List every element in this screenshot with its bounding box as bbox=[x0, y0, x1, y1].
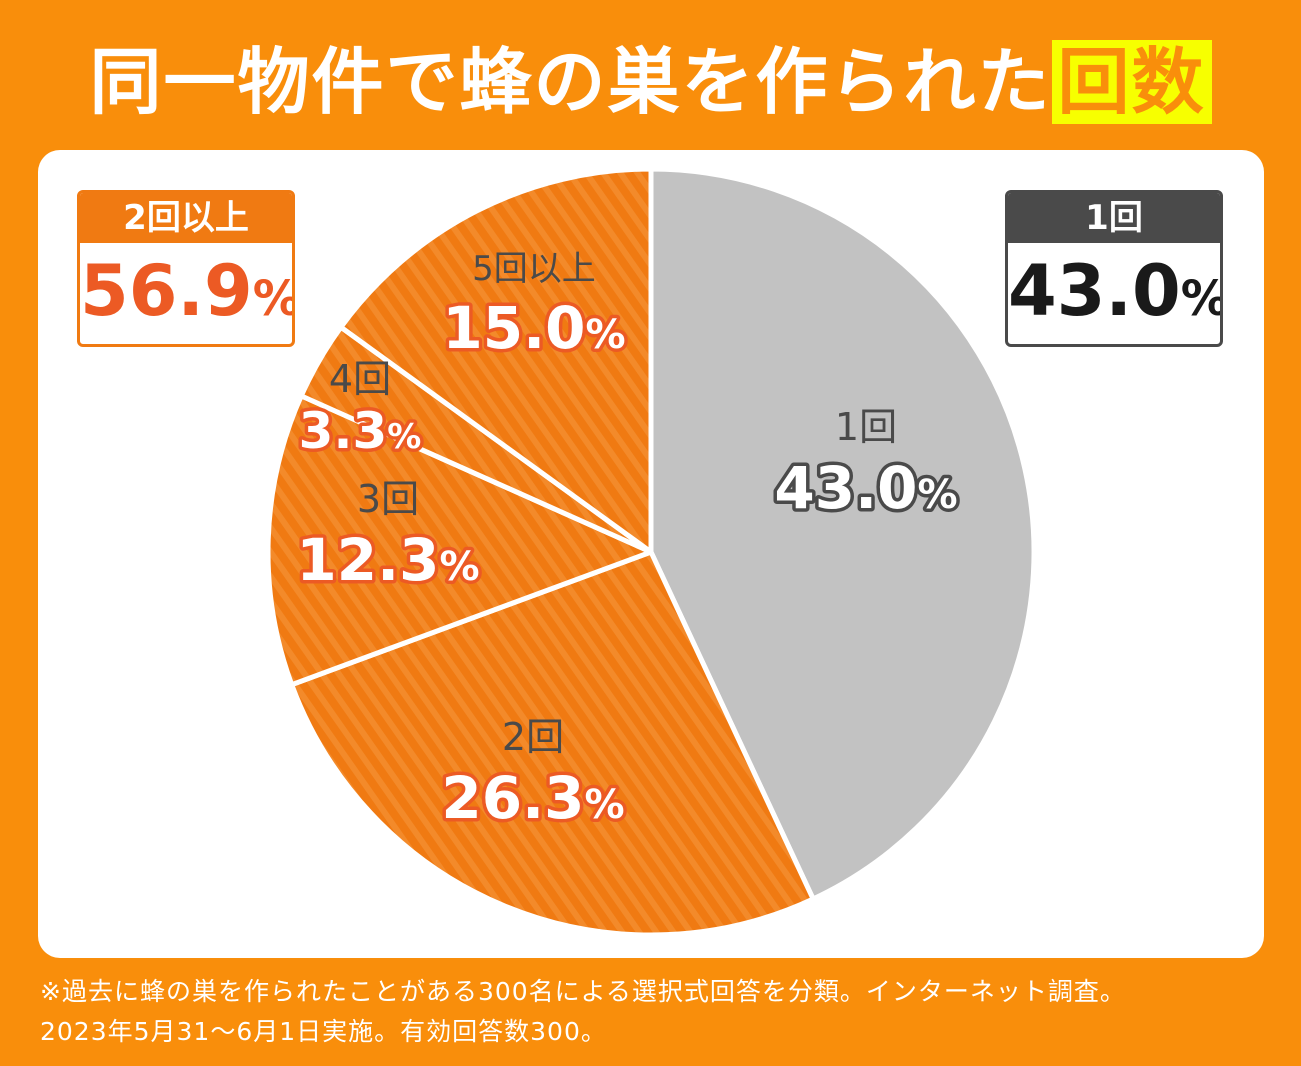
slice-label-1: 1回 bbox=[835, 405, 897, 449]
slice-label-4: 4回 bbox=[329, 357, 391, 401]
slice-value-2: 26.3% bbox=[441, 764, 624, 832]
summary-two-or-more-value: 56.9% bbox=[80, 243, 292, 344]
slice-value-3: 12.3% bbox=[296, 526, 479, 594]
pie-slice-5 bbox=[338, 166, 654, 555]
slice-value-5: 15.0% bbox=[442, 294, 625, 362]
summary-once-number: 43.0 bbox=[1008, 250, 1181, 332]
summary-two-or-more-number: 56.9 bbox=[80, 250, 253, 332]
page-title: 同一物件で蜂の巣を作られた回数 bbox=[0, 34, 1301, 130]
pie-slice-1 bbox=[648, 166, 1037, 902]
footnote-line-2: 2023年5月31～6月1日実施。有効回答数300。 bbox=[40, 1017, 607, 1046]
pie-slice-3 bbox=[265, 393, 654, 688]
title-main: 同一物件で蜂の巣を作られた bbox=[89, 40, 1052, 124]
slice-label-5: 5回以上 bbox=[472, 249, 596, 289]
footnote: ※過去に蜂の巣を作られたことがある300名による選択式回答を分類。インターネット… bbox=[40, 972, 1280, 1052]
summary-once-label: 1回 bbox=[1008, 193, 1220, 243]
summary-two-or-more: 2回以上 56.9% bbox=[77, 190, 295, 347]
summary-two-or-more-label: 2回以上 bbox=[80, 193, 292, 243]
summary-once-value: 43.0% bbox=[1008, 243, 1220, 344]
summary-once: 1回 43.0% bbox=[1005, 190, 1223, 347]
pie-slice-2 bbox=[289, 549, 816, 938]
summary-once-unit: % bbox=[1181, 271, 1220, 327]
slice-label-3: 3回 bbox=[357, 477, 419, 521]
slice-label-2: 2回 bbox=[502, 715, 564, 759]
slice-value-1: 43.0% bbox=[774, 454, 957, 522]
title-highlight: 回数 bbox=[1051, 40, 1212, 124]
slice-value-4: 3.3% bbox=[299, 402, 422, 460]
footnote-line-1: ※過去に蜂の巣を作られたことがある300名による選択式回答を分類。インターネット… bbox=[40, 977, 1126, 1006]
summary-two-or-more-unit: % bbox=[253, 271, 292, 327]
